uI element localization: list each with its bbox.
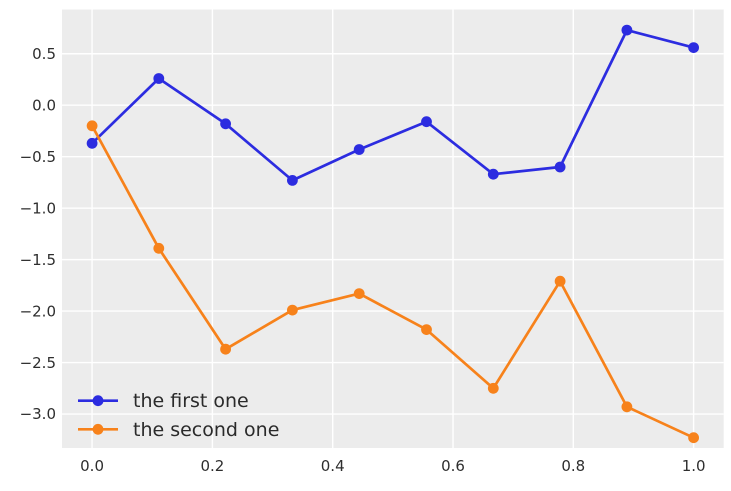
data-point-marker xyxy=(487,168,499,180)
data-point-marker xyxy=(554,275,566,287)
x-tick-label: 0.0 xyxy=(80,457,104,475)
data-point-marker xyxy=(86,137,98,149)
x-tick-label: 0.2 xyxy=(200,457,224,475)
y-tick-label: −2.5 xyxy=(20,354,56,372)
y-tick-label: 0.5 xyxy=(32,45,56,63)
y-tick-label: −3.0 xyxy=(20,405,56,423)
series-line xyxy=(90,124,695,440)
gridlines xyxy=(62,9,724,448)
x-tick-label: 1.0 xyxy=(682,457,706,475)
x-tick-label: 0.8 xyxy=(561,457,585,475)
x-tick-label: 0.4 xyxy=(321,457,345,475)
data-point-marker xyxy=(621,401,633,413)
y-tick-label: 0.0 xyxy=(32,96,56,114)
series-1 xyxy=(86,120,699,444)
plot-area xyxy=(62,9,724,448)
data-point-marker xyxy=(688,432,699,444)
legend-label: the first one xyxy=(133,390,249,412)
data-point-marker xyxy=(153,73,165,84)
data-point-marker xyxy=(421,324,432,335)
data-point-marker xyxy=(353,144,365,155)
data-point-marker xyxy=(86,120,98,132)
data-point-marker xyxy=(487,382,499,394)
series-0 xyxy=(86,24,699,186)
data-point-marker xyxy=(287,304,298,316)
data-point-marker xyxy=(621,24,633,36)
legend: the first one the second one xyxy=(78,390,279,441)
y-tick-label: −0.5 xyxy=(20,148,56,166)
data-point-marker xyxy=(153,242,165,254)
legend-label: the second one xyxy=(133,419,279,441)
data-point-marker xyxy=(554,161,566,173)
x-tick-label: 0.6 xyxy=(441,457,465,475)
y-tick-label: −2.0 xyxy=(20,302,56,320)
legend-item: the second one xyxy=(78,419,279,441)
data-point-marker xyxy=(421,116,432,128)
legend-marker xyxy=(92,423,104,435)
y-tick-label: −1.5 xyxy=(20,251,56,269)
legend-item: the first one xyxy=(78,390,249,412)
data-point-marker xyxy=(353,288,365,299)
data-point-marker xyxy=(220,343,232,355)
data-point-marker xyxy=(220,118,232,130)
data-point-marker xyxy=(287,175,298,186)
series-line xyxy=(90,28,695,182)
y-tick-label: −1.0 xyxy=(20,199,56,217)
legend-marker xyxy=(92,395,104,407)
data-point-marker xyxy=(688,42,699,53)
